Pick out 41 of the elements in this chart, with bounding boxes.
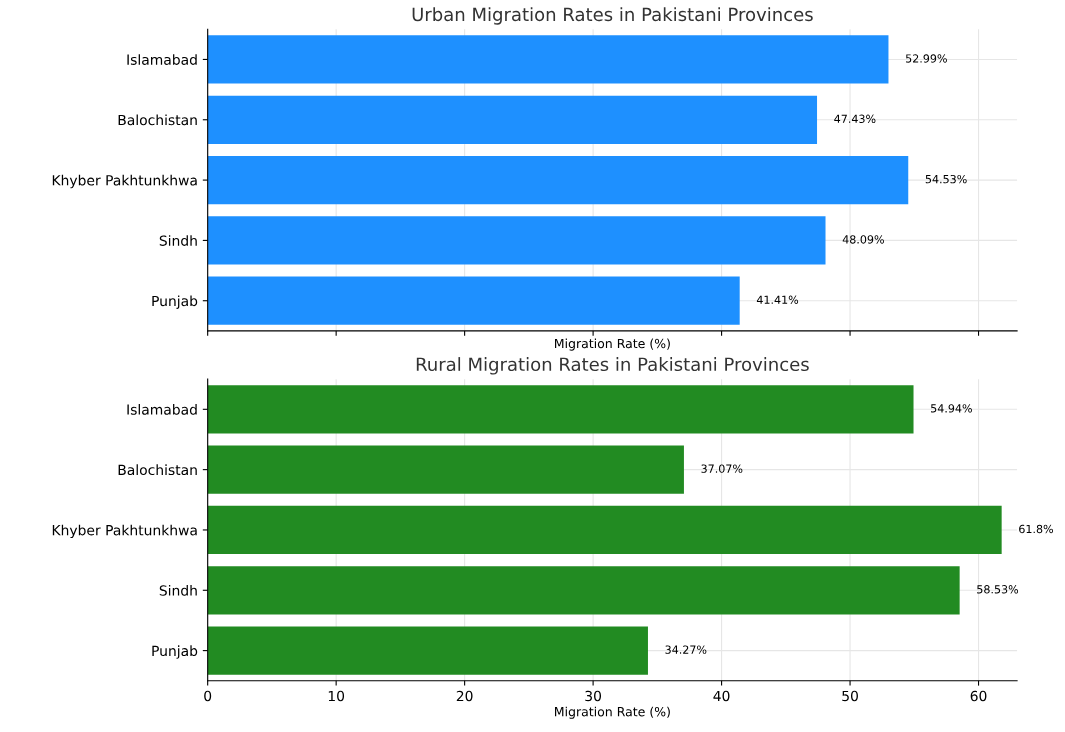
y-tick-label: Khyber Pakhtunkhwa <box>52 174 197 189</box>
data-label: 37.07% <box>701 464 743 473</box>
y-tick-label: Balochistan <box>118 464 197 476</box>
x-tick-label: 60 <box>970 690 987 702</box>
y-tick-label: Sindh <box>159 585 197 596</box>
y-tick-label: Sindh <box>159 235 197 246</box>
y-tick-label: Khyber Pakhtunkhwa <box>52 524 197 539</box>
data-label: 54.53% <box>925 174 967 184</box>
bar <box>207 385 914 434</box>
x-tick-label: 40 <box>713 690 730 702</box>
bar <box>207 276 740 325</box>
x-axis-title: Migration Rate (%) <box>555 706 670 719</box>
chart-title: Urban Migration Rates in Pakistani Provinces <box>412 7 813 25</box>
data-label: 47.43% <box>834 114 876 123</box>
bar <box>207 216 826 265</box>
x-tick-label: 50 <box>842 690 858 702</box>
data-label: 61.8% <box>1019 524 1054 534</box>
data-label: 58.53% <box>977 585 1019 594</box>
bar <box>207 566 960 615</box>
x-tick-label: 30 <box>585 690 602 702</box>
data-label: 48.09% <box>842 235 884 244</box>
bar <box>207 445 684 494</box>
data-label: 52.99% <box>905 54 947 63</box>
bar <box>207 35 889 84</box>
y-tick-label: Punjab <box>152 295 198 309</box>
bar <box>207 626 648 675</box>
x-axis-title: Migration Rate (%) <box>555 338 670 351</box>
x-tick-label: 10 <box>328 690 345 702</box>
x-tick-label: 20 <box>456 690 473 702</box>
bar <box>207 155 909 205</box>
data-label: 41.41% <box>756 295 799 304</box>
data-label: 34.27% <box>665 645 707 654</box>
y-tick-label: Islamabad <box>127 54 197 65</box>
y-tick-label: Balochistan <box>118 114 197 126</box>
data-label: 54.94% <box>931 404 972 413</box>
bar <box>207 95 818 144</box>
chart-title: Rural Migration Rates in Pakistani Provinces <box>416 357 809 375</box>
x-tick-label: 0 <box>204 690 212 702</box>
y-tick-label: Punjab <box>152 645 198 659</box>
y-tick-label: Islamabad <box>127 404 197 415</box>
bar <box>207 505 1002 555</box>
